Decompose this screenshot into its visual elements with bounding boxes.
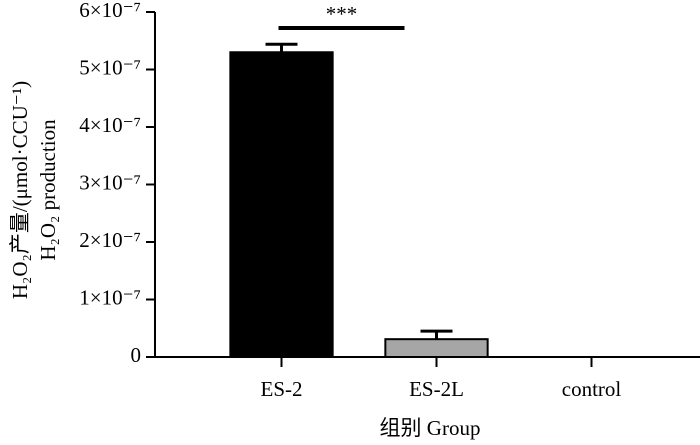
y-axis-title: H₂O₂ production (36, 119, 60, 261)
x-axis-title: 组别 Group (380, 416, 481, 440)
bar (229, 51, 334, 358)
y-tick-label: 6×10⁻⁷ (79, 0, 141, 22)
x-tick-label: control (562, 377, 622, 401)
significance-label: *** (326, 2, 358, 26)
x-tick-label: ES-2 (261, 377, 303, 401)
x-tick-label: ES-2L (409, 377, 464, 401)
error-bar (265, 42, 298, 53)
y-tick-label: 0 (131, 343, 142, 367)
bar (384, 338, 489, 358)
error-bar (420, 329, 453, 340)
y-tick-label: 2×10⁻⁷ (79, 228, 141, 252)
y-tick-label: 3×10⁻⁷ (79, 170, 141, 194)
y-axis-title: H₂O₂产量/(μmol·CCU⁻¹) (8, 81, 32, 299)
y-tick-label: 1×10⁻⁷ (79, 285, 141, 309)
y-tick-label: 4×10⁻⁷ (79, 113, 141, 137)
y-tick-label: 5×10⁻⁷ (79, 55, 141, 79)
